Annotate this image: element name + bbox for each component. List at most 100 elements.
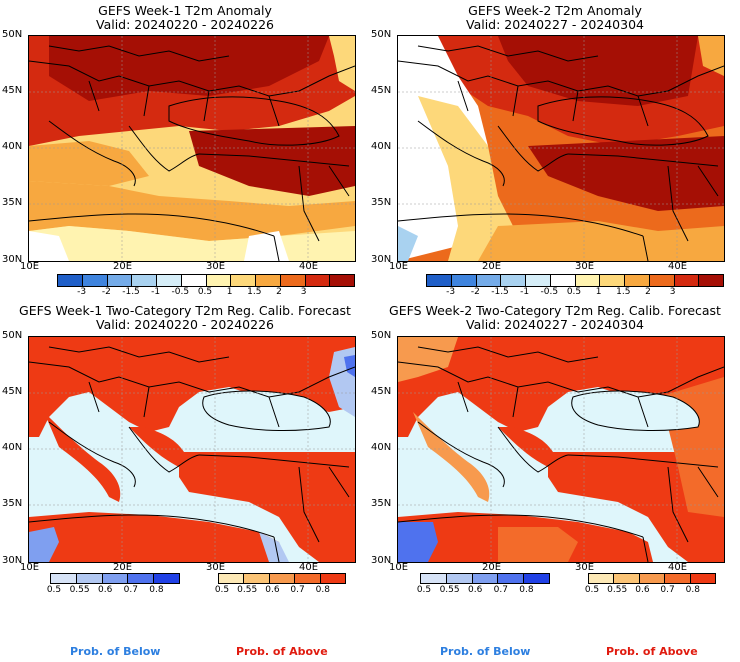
above-colorbar-swatch: [614, 574, 640, 583]
above-colorbar-week1: [218, 573, 346, 584]
latitude-label: 50N: [371, 29, 392, 40]
panel-title: GEFS Week-2 T2m Anomaly: [468, 3, 642, 18]
probability-colorbar-tick-label: 0.6: [265, 585, 280, 595]
probability-colorbar-tick-label: 0.55: [607, 585, 628, 595]
latitude-label: 35N: [2, 197, 23, 208]
panel-title: GEFS Week-1 T2m Anomaly: [98, 3, 272, 18]
latitude-label: 45N: [371, 386, 392, 397]
probability-colorbar-tick-label: 0.7: [660, 585, 675, 595]
anomaly-colorbar-tick-label: 1.5: [616, 287, 631, 297]
latitude-label: 30N: [2, 254, 23, 265]
anomaly-colorbar-swatch: [674, 275, 700, 286]
panel-title: GEFS Week-2 Two-Category T2m Reg. Calib.…: [389, 303, 721, 318]
panel-valid-dates: Valid: 20240227 - 20240304: [465, 17, 644, 32]
longitude-label: 40E: [668, 562, 688, 573]
above-colorbar-swatch: [320, 574, 346, 583]
panel-valid-dates: Valid: 20240220 - 20240226: [95, 17, 274, 32]
above-colorbar-swatch: [589, 574, 615, 583]
anomaly-colorbar-swatch: [575, 275, 601, 286]
anomaly-colorbar-swatch: [107, 275, 133, 286]
probability-colorbar-tick-label: 0.7: [290, 585, 305, 595]
anomaly-colorbar-swatch: [181, 275, 207, 286]
probability-colorbar-tick-label: 0.8: [519, 585, 534, 595]
anomaly-colorbar-swatch: [625, 275, 650, 286]
longitude-label: 10E: [20, 261, 40, 272]
anomaly-colorbar-swatch: [280, 275, 306, 286]
below-colorbar-swatch: [102, 574, 129, 583]
map-week2-twocat: [397, 336, 725, 563]
anomaly-colorbar-tick-label: 1.5: [247, 287, 262, 297]
map-week2-anomaly: [397, 35, 725, 262]
anomaly-colorbar-tick-label: -0.5: [171, 287, 190, 297]
below-colorbar-swatch: [446, 574, 473, 583]
probability-colorbar-tick-label: 0.8: [149, 585, 164, 595]
below-colorbar-swatch: [421, 574, 447, 583]
longitude-label: 20E: [482, 562, 502, 573]
latitude-label: 30N: [371, 555, 392, 566]
anomaly-colorbar-swatch: [699, 275, 723, 286]
longitude-label: 10E: [20, 562, 40, 573]
anomaly-colorbar-swatch: [526, 275, 551, 286]
probability-colorbar-tick-label: 0.55: [237, 585, 258, 595]
below-colorbar-swatch: [128, 574, 155, 583]
anomaly-colorbar-tick-label: -2: [101, 287, 111, 297]
panel-title: GEFS Week-1 Two-Category T2m Reg. Calib.…: [19, 303, 351, 318]
anomaly-colorbar-tick-label: -0.5: [540, 287, 559, 297]
anomaly-colorbar-swatch: [451, 275, 477, 286]
above-colorbar-swatch: [639, 574, 666, 583]
below-colorbar-swatch: [498, 574, 525, 583]
longitude-label: 30E: [206, 261, 226, 272]
prob-below-label: Prob. of Below: [440, 645, 531, 658]
probability-colorbar-tick-label: 0.8: [685, 585, 700, 595]
latitude-label: 50N: [2, 330, 23, 341]
above-colorbar-swatch: [295, 574, 321, 583]
longitude-label: 10E: [389, 562, 409, 573]
anomaly-colorbar-tick-label: -1.5: [491, 287, 509, 297]
below-colorbar-swatch: [51, 574, 77, 583]
anomaly-colorbar-swatch: [58, 275, 83, 286]
anomaly-colorbar-swatch: [600, 275, 625, 286]
probability-colorbar-tick-label: 0.6: [468, 585, 483, 595]
anomaly-colorbar-tick-label: -1: [520, 287, 530, 297]
anomaly-colorbar-swatch: [330, 275, 354, 286]
anomaly-colorbar-swatch: [82, 275, 108, 286]
anomaly-colorbar-swatch: [206, 275, 232, 286]
probability-colorbar-tick-label: 0.7: [493, 585, 508, 595]
longitude-label: 20E: [482, 261, 502, 272]
panel-valid-dates: Valid: 20240220 - 20240226: [95, 317, 274, 332]
anomaly-colorbar-tick-label: 0.5: [566, 287, 582, 297]
anomaly-colorbar-tick-label: 3: [300, 287, 307, 297]
longitude-label: 30E: [206, 562, 226, 573]
probability-colorbar-tick-label: 0.5: [214, 585, 230, 595]
latitude-label: 40N: [371, 442, 392, 453]
latitude-label: 30N: [2, 555, 23, 566]
anomaly-colorbar-week1: [57, 274, 355, 287]
probability-colorbar-tick-label: 0.5: [416, 585, 432, 595]
latitude-label: 35N: [371, 197, 392, 208]
latitude-label: 50N: [371, 330, 392, 341]
anomaly-colorbar-tick-label: 1: [226, 287, 233, 297]
probability-colorbar-tick-label: 0.6: [635, 585, 650, 595]
above-colorbar-swatch: [244, 574, 270, 583]
latitude-label: 45N: [371, 85, 392, 96]
below-colorbar-swatch: [472, 574, 499, 583]
above-colorbar-swatch: [665, 574, 691, 583]
above-colorbar-swatch: [219, 574, 245, 583]
above-colorbar-week2: [588, 573, 716, 584]
longitude-label: 40E: [668, 261, 688, 272]
anomaly-colorbar-swatch: [476, 275, 502, 286]
prob-below-label: Prob. of Below: [70, 645, 161, 658]
latitude-label: 50N: [2, 29, 23, 40]
map-week1-twocat: [28, 336, 356, 563]
anomaly-colorbar-tick-label: -3: [77, 287, 87, 297]
latitude-label: 45N: [2, 85, 23, 96]
above-colorbar-swatch: [269, 574, 296, 583]
below-colorbar-swatch: [154, 574, 179, 583]
anomaly-colorbar-tick-label: 2: [645, 287, 651, 297]
anomaly-colorbar-tick-label: 2: [276, 287, 282, 297]
longitude-label: 30E: [575, 261, 595, 272]
anomaly-colorbar-tick-label: -2: [470, 287, 480, 297]
below-colorbar-week2: [420, 573, 550, 584]
anomaly-colorbar-tick-label: -1.5: [122, 287, 140, 297]
prob-above-label: Prob. of Above: [606, 645, 698, 658]
